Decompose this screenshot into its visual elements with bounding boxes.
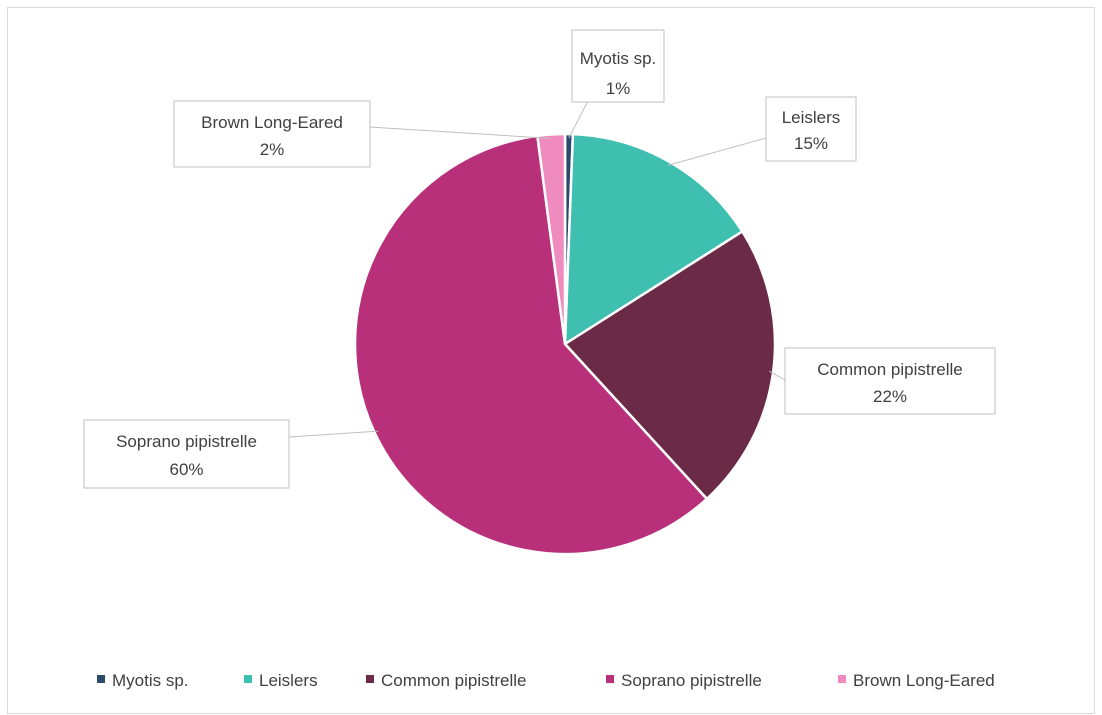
legend-item-brown-long-eared: Brown Long-Eared: [838, 671, 995, 690]
legend-item-common-pipistrelle: Common pipistrelle: [366, 671, 527, 690]
leader-line-soprano-pipistrelle: [288, 430, 379, 438]
leader-line-common-pipistrelle: [768, 370, 786, 381]
legend-label-myotis-sp: Myotis sp.: [112, 671, 189, 690]
pie-slice-common-pipistrelle: [563, 230, 777, 501]
legend-swatch-leislers: [244, 675, 252, 683]
legend-swatch-soprano-pipistrelle: [606, 675, 614, 683]
legend-item-myotis-sp: Myotis sp.: [97, 671, 189, 690]
data-label-category-brown-long-eared: Brown Long-Eared: [201, 113, 343, 132]
legend-label-brown-long-eared: Brown Long-Eared: [853, 671, 995, 690]
legend-item-leislers: Leislers: [244, 671, 318, 690]
legend-item-soprano-pipistrelle: Soprano pipistrelle: [606, 671, 762, 690]
pie-slice-leislers: [563, 132, 744, 346]
callout-box-common-pipistrelle: [784, 347, 996, 415]
data-label-percent-common-pipistrelle: 22%: [873, 387, 907, 406]
legend: Myotis sp. Leislers Common pipistrelle Sopr…: [97, 671, 995, 690]
data-label-percent-leislers: 15%: [794, 134, 828, 153]
data-label-category-soprano-pipistrelle: Soprano pipistrelle: [116, 432, 257, 451]
legend-label-leislers: Leislers: [259, 671, 318, 690]
data-label-category-common-pipistrelle: Common pipistrelle: [817, 360, 963, 379]
legend-swatch-myotis-sp: [97, 675, 105, 683]
legend-label-soprano-pipistrelle: Soprano pipistrelle: [621, 671, 762, 690]
callout-box-myotis-sp: [571, 29, 665, 103]
data-label-category-myotis-sp: Myotis sp.: [580, 49, 657, 68]
callout-box-soprano-pipistrelle: [83, 419, 290, 489]
legend-swatch-common-pipistrelle: [366, 675, 374, 683]
pie-slice-soprano-pipistrelle: [353, 134, 709, 556]
data-label-percent-myotis-sp: 1%: [606, 79, 631, 98]
data-label-percent-soprano-pipistrelle: 60%: [169, 460, 203, 479]
pie-slice-brown-long-eared: [536, 132, 567, 346]
leader-line-brown-long-eared: [369, 126, 552, 139]
pie-slices: [353, 132, 777, 556]
callout-box-leislers: [765, 96, 857, 162]
data-label-category-leislers: Leislers: [782, 108, 841, 127]
legend-swatch-brown-long-eared: [838, 675, 846, 683]
data-label-callouts: Myotis sp. 1% Leislers 15% Common pipistrell…: [83, 29, 996, 489]
callout-box-brown-long-eared: [173, 100, 371, 168]
leader-line-leislers: [667, 137, 767, 166]
data-label-percent-brown-long-eared: 2%: [260, 140, 285, 159]
legend-label-common-pipistrelle: Common pipistrelle: [381, 671, 527, 690]
